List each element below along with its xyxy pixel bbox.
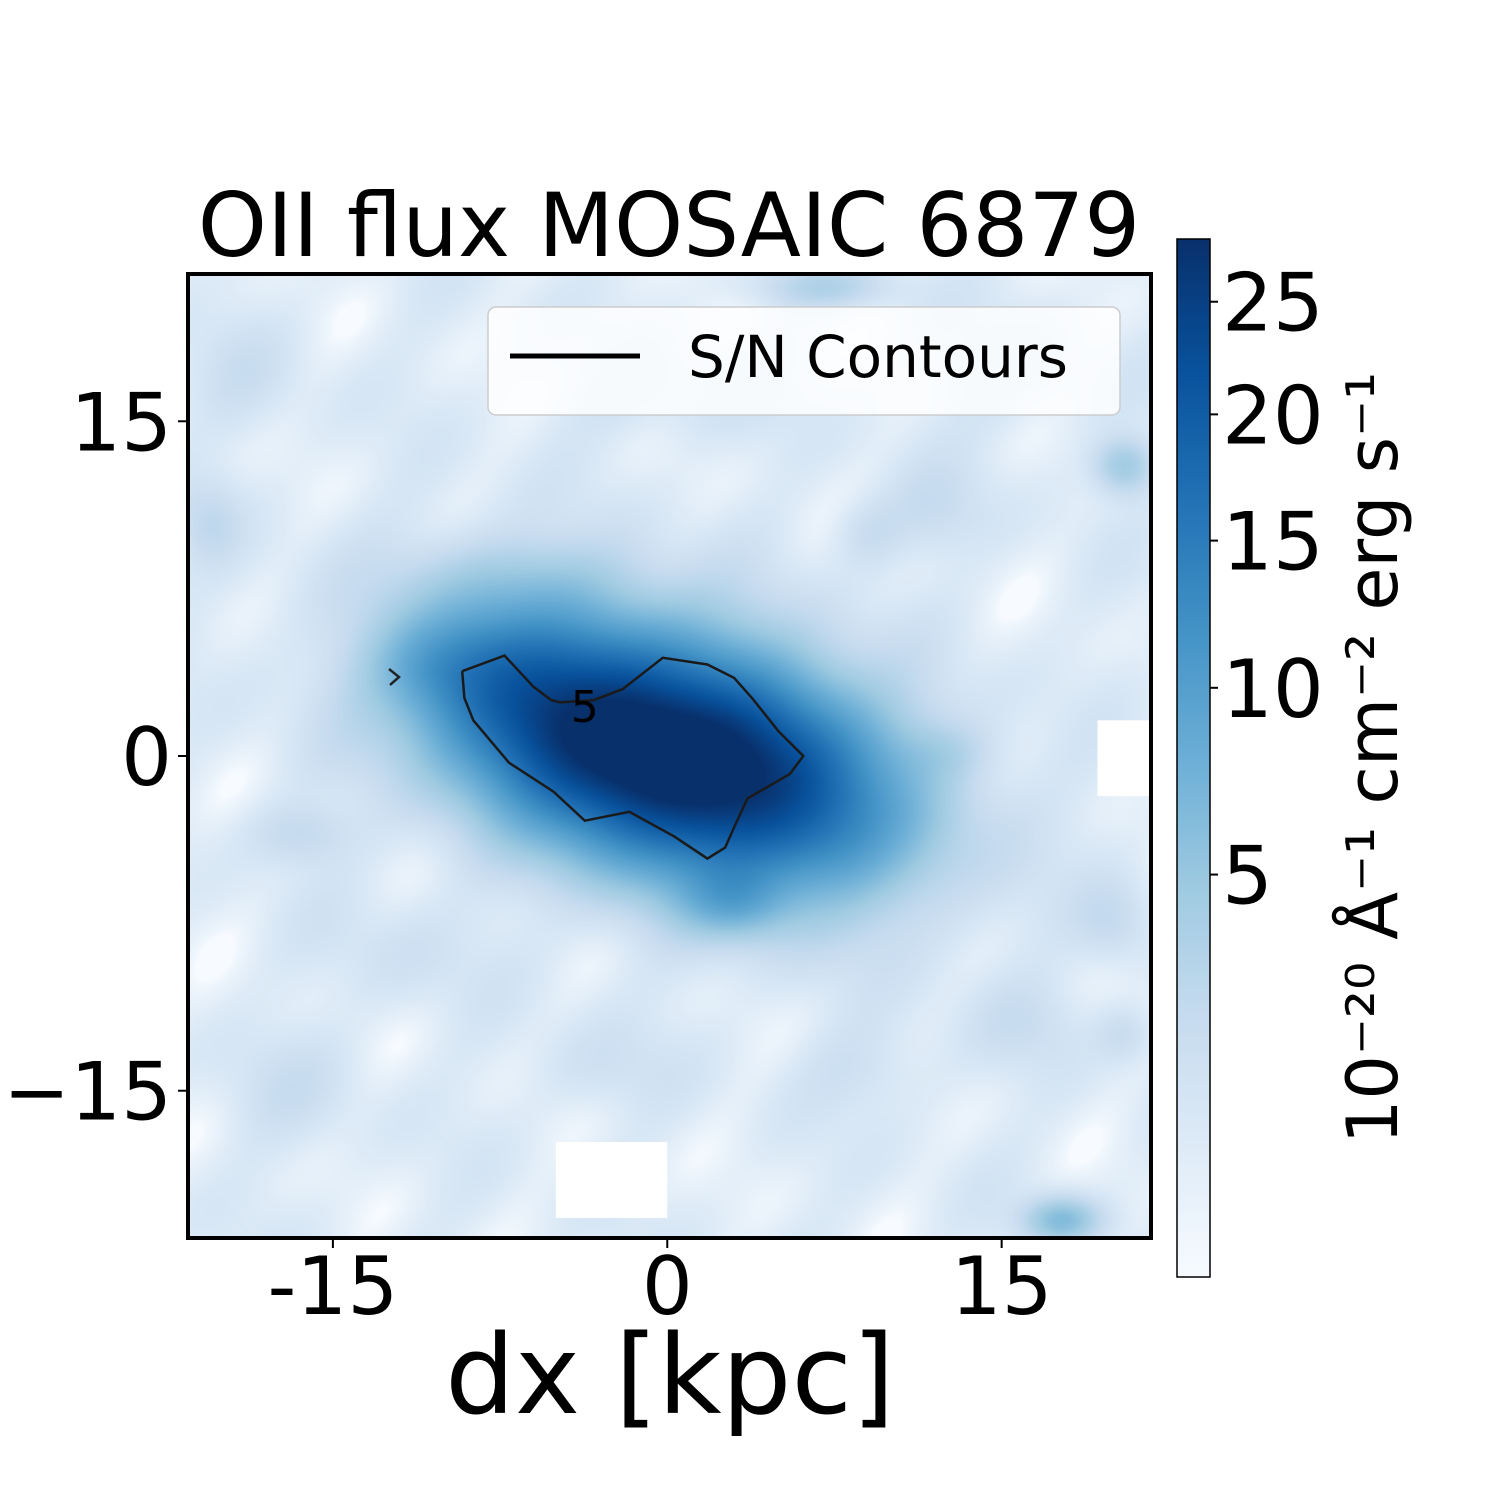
x-tick-label: -15 (268, 1240, 399, 1333)
masked-region (555, 1142, 668, 1218)
y-tick-label: 0 (121, 711, 172, 804)
heatmap-image (188, 274, 1151, 1238)
colorbar-label: 10⁻²⁰ Å⁻¹ cm⁻² erg s⁻¹ (1332, 372, 1414, 1144)
legend: S/N Contours (487, 306, 1121, 416)
heatmap-image-container (188, 274, 1151, 1238)
x-tick-label: 15 (951, 1240, 1053, 1333)
legend-box (487, 306, 1121, 416)
sn-contours: 5 (460, 654, 805, 861)
y-tick-label: 15 (70, 376, 172, 469)
colorbar-tick-label: 20 (1222, 369, 1324, 462)
x-axis-ticks: -15 0 15 (268, 1238, 1053, 1333)
colorbar-frame (1176, 238, 1211, 1278)
chart-title: OII flux MOSAIC 6879 (198, 174, 1141, 277)
colorbar-tick-label: 15 (1222, 496, 1324, 589)
sn-contour-line (460, 654, 805, 861)
colorbar-tick-label: 5 (1222, 830, 1273, 923)
colorbar-ticks: 5 10 15 20 25 (1210, 257, 1324, 923)
colorbar-tick-label: 25 (1222, 257, 1324, 350)
masked-regions (555, 720, 1151, 1218)
small-contour-mark (388, 668, 401, 686)
colorbar-tick-label: 10 (1222, 643, 1324, 736)
y-axis-ticks: 15 0 −15 (3, 376, 188, 1139)
x-axis-label: dx [kpc] (445, 1311, 895, 1439)
colorbar: 5 10 15 20 25 10⁻²⁰ Å⁻¹ cm⁻² erg s⁻¹ (1176, 238, 1414, 1278)
masked-region (1097, 720, 1151, 797)
contour-level-label: 5 (571, 682, 599, 733)
colorbar-gradient (1177, 239, 1210, 1277)
y-tick-label: −15 (3, 1046, 172, 1139)
legend-label: S/N Contours (688, 323, 1068, 391)
x-tick-label: 0 (642, 1240, 693, 1333)
